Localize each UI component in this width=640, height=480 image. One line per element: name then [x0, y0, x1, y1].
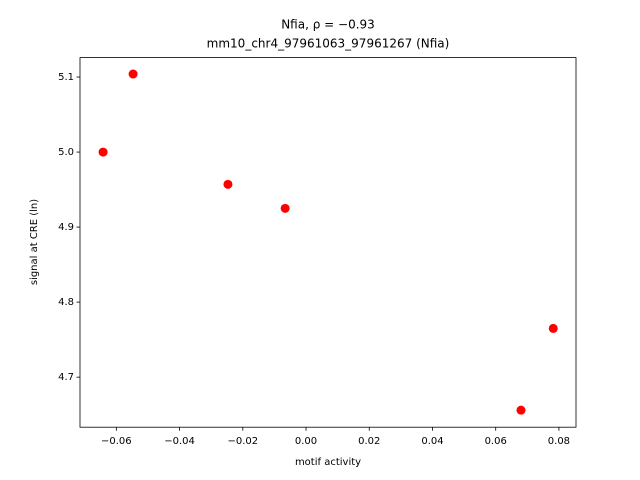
point [516, 405, 526, 415]
point [98, 147, 108, 157]
point [548, 323, 558, 333]
x-tick-label: 0.06 [485, 436, 507, 447]
x-tick-label: −0.04 [164, 436, 195, 447]
y-tick-label: 4.8 [58, 297, 74, 308]
x-tick-label: 0.00 [295, 436, 317, 447]
y-tick-label: 5.0 [58, 147, 74, 158]
x-tick-label: 0.08 [548, 436, 570, 447]
plot-frame [79, 57, 577, 428]
x-axis-label: motif activity [295, 457, 361, 468]
point [128, 69, 138, 79]
y-axis-label: signal at CRE (ln) [29, 199, 40, 285]
chart-subtitle: mm10_chr4_97961063_97961267 (Nfia) [207, 37, 450, 51]
x-tick-label: −0.06 [101, 436, 132, 447]
y-tick-label: 4.9 [58, 222, 74, 233]
x-tick-label: 0.02 [358, 436, 380, 447]
point [223, 179, 233, 189]
y-tick-label: 4.7 [58, 372, 74, 383]
point [280, 203, 290, 213]
chart-title: Nfia, ρ = −0.93 [281, 18, 375, 32]
x-tick-label: −0.02 [227, 436, 258, 447]
y-tick-label: 5.1 [58, 72, 74, 83]
x-tick-label: 0.04 [421, 436, 443, 447]
